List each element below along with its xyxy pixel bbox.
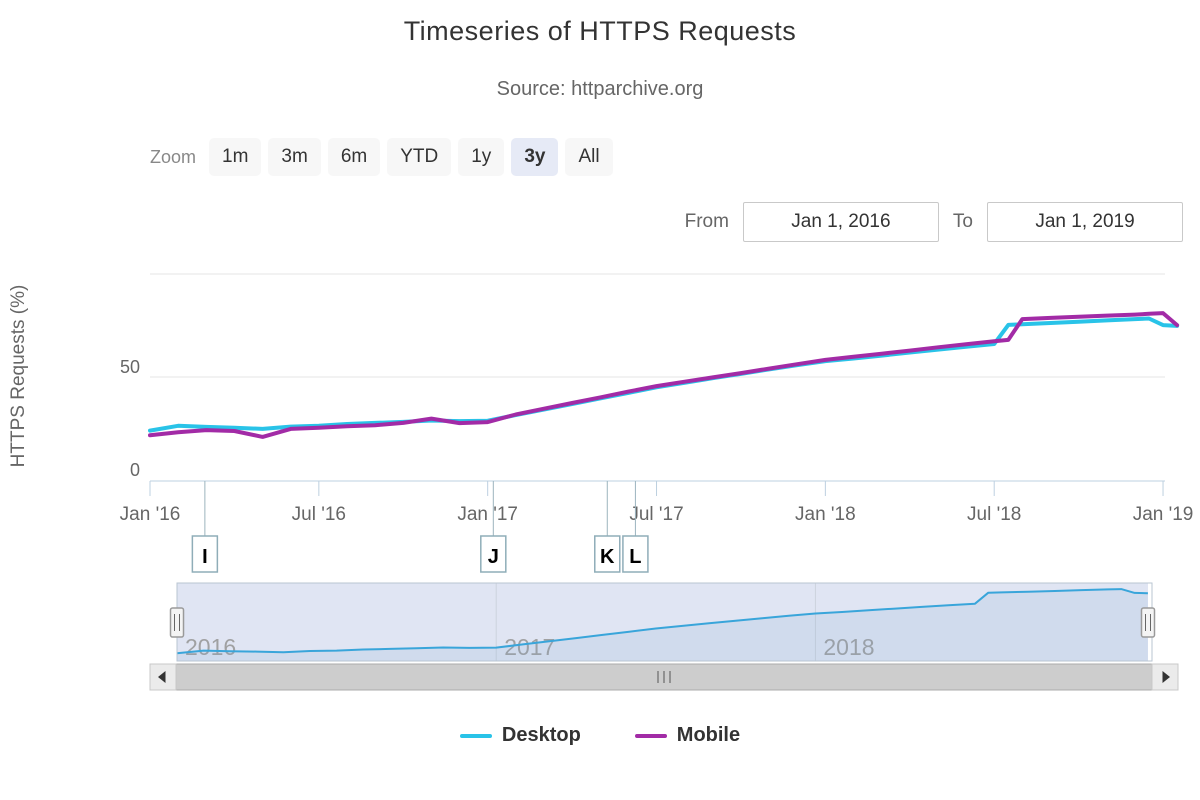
navigator-handle-left[interactable] — [169, 607, 185, 638]
x-axis-tick-label: Jul '16 — [292, 504, 346, 525]
flag-label: J — [488, 546, 499, 568]
legend-item-mobile[interactable]: Mobile — [634, 724, 741, 747]
to-label: To — [952, 211, 973, 232]
zoom-button-3m[interactable]: 3m — [268, 138, 321, 176]
chart-subtitle: Source: httparchive.org — [496, 78, 704, 100]
range-selector: Zoom 1m 3m 6m YTD 1y 3y All — [150, 138, 613, 176]
from-label: From — [684, 211, 729, 232]
zoom-button-3y[interactable]: 3y — [511, 138, 559, 176]
chart-title: Timeseries of HTTPS Requests — [403, 16, 797, 46]
zoom-button-1m[interactable]: 1m — [209, 138, 262, 176]
mobile-series-line — [148, 311, 1180, 439]
x-axis-tick-label: Jan '17 — [457, 504, 518, 525]
mobile-legend-label: Mobile — [676, 724, 741, 746]
y-axis-tick-label: 0 — [130, 460, 140, 480]
legend: Desktop Mobile — [0, 724, 1200, 747]
mobile-series-marker — [634, 733, 667, 738]
desktop-series-line — [148, 316, 1180, 433]
legend-item-desktop[interactable]: Desktop — [459, 724, 581, 747]
from-date-input[interactable] — [742, 202, 939, 242]
zoom-label: Zoom — [150, 146, 197, 167]
desktop-series-marker — [459, 733, 492, 738]
navigator-handle-right[interactable] — [1140, 607, 1156, 638]
flag-I[interactable] — [191, 535, 219, 573]
desktop-legend-label: Desktop — [501, 724, 581, 746]
x-axis-tick-label: Jul '17 — [629, 504, 683, 525]
flag-J[interactable] — [480, 535, 507, 573]
main-chart: 0 50 Jan '16 Jul '16 Jan '17 Jul '17 Jan '18 Ju… — [8, 273, 1194, 691]
y-axis-title: HTTPS Requests (%) — [8, 285, 29, 468]
zoom-button-1y[interactable]: 1y — [458, 138, 505, 176]
zoom-button-6m[interactable]: 6m — [327, 138, 381, 176]
navigator-year-label: 2018 — [823, 634, 874, 660]
scroll-left-arrow-icon — [158, 671, 166, 683]
zoom-button-all[interactable]: All — [565, 138, 613, 176]
navigator-series-line — [176, 588, 1148, 655]
x-axis-tick-label: Jan '16 — [120, 504, 181, 525]
flag-label: I — [202, 546, 208, 568]
x-axis-tick-label: Jul '18 — [967, 504, 1021, 525]
zoom-button-ytd[interactable]: YTD — [387, 138, 452, 176]
navigator-year-label: 2017 — [504, 634, 555, 660]
scroll-right-arrow-icon — [1162, 671, 1170, 683]
flag-L[interactable] — [622, 535, 649, 573]
flag-label: K — [600, 546, 615, 568]
flag-K[interactable] — [594, 535, 621, 573]
x-axis-tick-label: Jan '19 — [1133, 504, 1194, 525]
navigator-year-label: 2016 — [185, 634, 236, 660]
flag-label: L — [629, 546, 641, 568]
to-date-input[interactable] — [987, 202, 1183, 242]
navigator-area — [177, 589, 1148, 661]
y-axis-tick-label: 50 — [120, 357, 140, 377]
date-range-inputs: From To — [685, 202, 1183, 242]
navigator-mask[interactable] — [177, 583, 1148, 661]
x-axis-tick-label: Jan '18 — [795, 504, 856, 525]
